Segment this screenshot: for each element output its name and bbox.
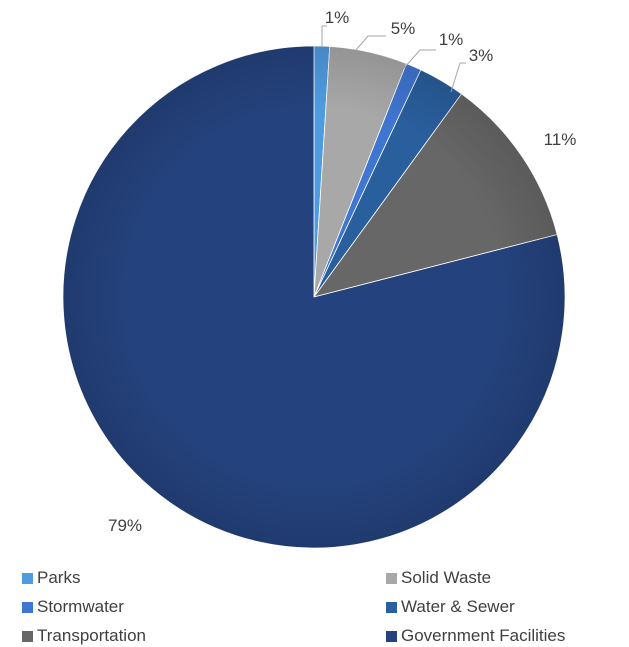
leader-line bbox=[321, 25, 327, 47]
legend-label: Transportation bbox=[37, 626, 146, 645]
data-label: 11% bbox=[544, 130, 577, 149]
data-label: 3% bbox=[469, 46, 494, 65]
leader-line bbox=[450, 62, 466, 93]
legend-label: Water & Sewer bbox=[401, 597, 515, 616]
legend-item: Parks bbox=[22, 568, 80, 588]
data-label: 5% bbox=[391, 19, 416, 38]
legend-label: Government Facilities bbox=[401, 626, 566, 645]
legend-label: Stormwater bbox=[37, 597, 124, 616]
legend-swatch bbox=[386, 630, 397, 642]
pie-chart: 1% 5% 1% 3% 11% 79% bbox=[62, 8, 577, 549]
legend-label: Parks bbox=[37, 568, 81, 587]
legend-swatch bbox=[386, 572, 397, 584]
legend-item: Solid Waste bbox=[386, 568, 491, 588]
legend-label: Solid Waste bbox=[401, 568, 492, 587]
legend-item: Stormwater bbox=[22, 597, 124, 617]
data-label: 79% bbox=[108, 516, 142, 535]
legend-swatch bbox=[386, 601, 397, 613]
legend-swatch bbox=[22, 630, 33, 642]
leader-line bbox=[403, 49, 436, 69]
legend-swatch bbox=[22, 572, 33, 584]
legend-item: Water & Sewer bbox=[386, 597, 515, 617]
legend-item: Transportation bbox=[22, 626, 146, 646]
legend-item: Government Facilities bbox=[386, 626, 565, 646]
legend: Parks Solid Waste Stormwater Water & Sewer T… bbox=[0, 565, 629, 647]
leader-line bbox=[355, 35, 386, 51]
legend-swatch bbox=[22, 601, 33, 613]
data-label: 1% bbox=[325, 8, 350, 27]
data-label: 1% bbox=[439, 30, 464, 49]
